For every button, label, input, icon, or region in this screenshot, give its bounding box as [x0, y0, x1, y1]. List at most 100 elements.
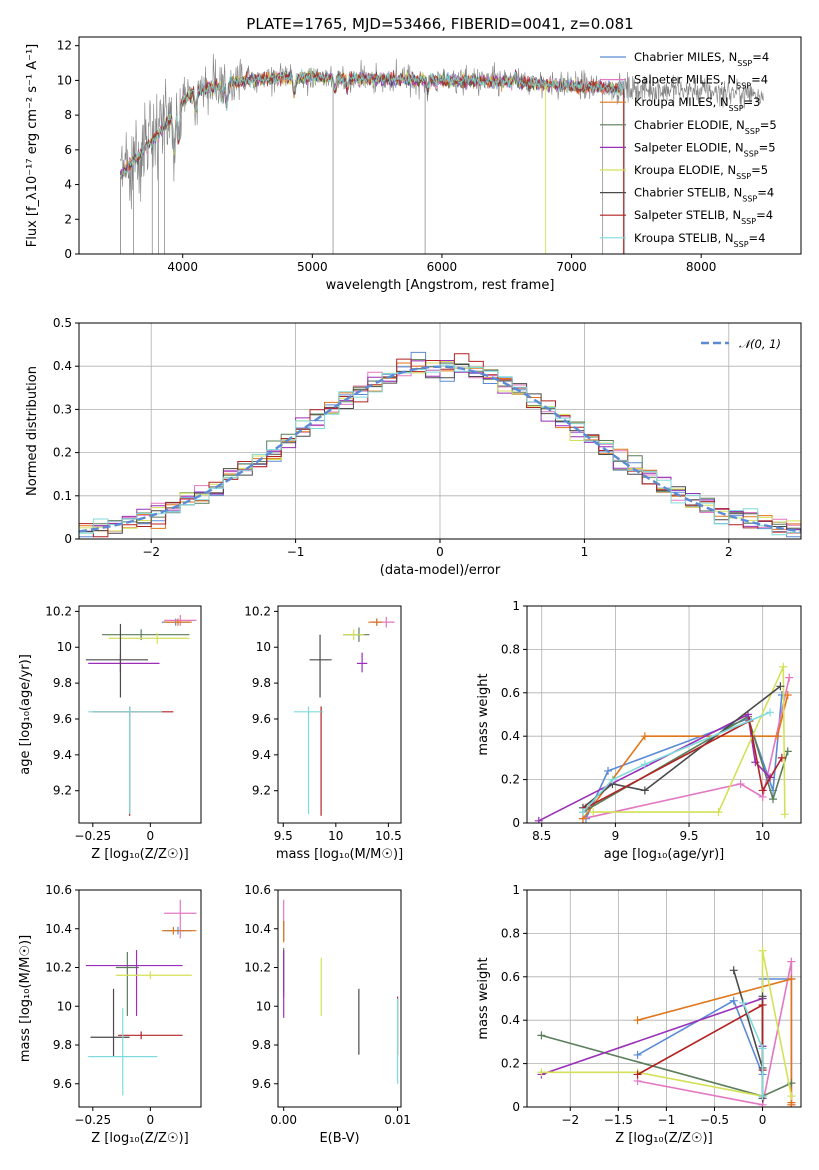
plot-area: [534, 662, 794, 823]
model-line-kroupa-stelib: [120, 68, 624, 179]
y-tick-label: 9.2: [53, 784, 72, 798]
axes-frame: [277, 889, 402, 1108]
x-axis-label: mass [log₁₀(M/M☉)]: [276, 847, 403, 862]
y-axis-label: age [log₁₀(age/yr)]: [18, 654, 33, 775]
plot-area: [537, 946, 796, 1107]
y-tick-label: 10.2: [45, 604, 72, 618]
x-tick-label: 10: [755, 829, 770, 843]
panel-mass_weight_vs_age: 8.5 9 9.5 10 0 0.2 0.4 0.6 0.8 1 age [log₁₀(age/yr…: [476, 599, 802, 862]
panel-spectrum: 4000 5000 6000 7000 8000 0 2 4 6 8 10 12 wavelength …: [25, 36, 802, 293]
mass-weight-marker: [633, 1070, 642, 1079]
figure-title: PLATE=1765, MJD=53466, FIBERID=0041, z=0…: [246, 15, 633, 33]
mass-weight-marker: [729, 966, 738, 975]
panel-age_vs_mass: 9.5 10 10.5 9.2 9.4 9.6 9.8 10 10.2 mass [log₁₀(M…: [244, 604, 403, 862]
mass-weight-marker: [534, 816, 543, 823]
axes-frame: [78, 36, 802, 255]
x-axis-label: age [log₁₀(age/yr)]: [604, 847, 725, 862]
mass-weight-line: [585, 719, 783, 809]
mass-weight-marker: [758, 1044, 767, 1053]
x-tick-label: 6000: [427, 260, 458, 274]
y-axis-label: mass weight: [476, 957, 491, 1039]
y-tick-label: 10.4: [244, 922, 271, 936]
y-tick-label: 9.6: [53, 712, 72, 726]
x-tick-label: 10: [328, 829, 343, 843]
y-tick-label: 6: [64, 143, 72, 157]
y-tick-label: 0.5: [53, 316, 72, 330]
y-tick-label: 0.2: [501, 1057, 520, 1071]
x-tick-label: 0.00: [270, 1113, 297, 1127]
y-tick-label: 0.4: [501, 1013, 520, 1027]
plot-area: [293, 616, 395, 816]
x-tick-label: −2: [142, 545, 160, 559]
mass-weight-marker: [779, 662, 788, 671]
y-tick-label: 10.2: [45, 961, 72, 975]
panel-residuals: −2 −1 0 1 2 0 0.1 0.2 0.3 0.4 0.5 (data-model)/erro…: [25, 316, 802, 578]
plot-area: [85, 899, 197, 1096]
x-tick-label: −2: [561, 1113, 579, 1127]
x-tick-label: 0: [147, 829, 155, 843]
mass-weight-marker: [773, 732, 782, 741]
y-tick-label: 9.8: [53, 1038, 72, 1052]
x-tick-label: 9.5: [274, 829, 293, 843]
mass-weight-marker: [640, 732, 649, 741]
mass-weight-marker: [787, 1100, 796, 1107]
y-tick-label: 0.8: [501, 926, 520, 940]
x-tick-label: 1: [581, 545, 589, 559]
y-tick-label: 10.2: [244, 961, 271, 975]
mass-weight-marker: [640, 786, 649, 795]
mass-weight-marker: [640, 760, 649, 769]
y-tick-label: 0.2: [501, 773, 520, 787]
x-axis-label: Z [log₁₀(Z/Z☉)]: [91, 847, 188, 862]
x-axis-label: Z [log₁₀(Z/Z☉)]: [615, 1131, 712, 1146]
axes-frame: [78, 605, 202, 824]
mass-weight-marker: [769, 795, 778, 804]
y-axis-label: Flux [f_λ10⁻¹⁷ erg cm⁻² s⁻¹ A⁻¹]: [25, 44, 40, 248]
y-tick-label: 10: [57, 640, 72, 654]
axes-frame: [526, 605, 802, 824]
y-axis-label: Normed distribution: [25, 366, 40, 496]
y-tick-label: 12: [57, 39, 72, 53]
plot-area: [120, 53, 764, 254]
legend: Chabrier MILES, NSSP=4 Salpeter MILES, NS…: [600, 50, 777, 248]
mass-weight-marker: [589, 808, 598, 817]
mass-weight-marker: [783, 690, 792, 699]
axes-frame: [78, 889, 202, 1108]
y-tick-label: 10: [256, 640, 271, 654]
y-tick-label: 10: [256, 999, 271, 1013]
y-tick-label: 0: [64, 247, 72, 261]
mass-weight-marker: [633, 1050, 642, 1059]
y-tick-label: 10.6: [45, 883, 72, 897]
histogram-chabrier-stelib: [79, 364, 801, 534]
mass-weight-marker: [714, 808, 723, 817]
x-tick-label: 10.5: [375, 829, 402, 843]
mass-weight-marker: [608, 775, 617, 784]
panel-age_vs_Z: −0.25 0 9.2 9.4 9.6 9.8 10 10.2 Z [log₁₀(Z/Z☉)] a…: [18, 604, 202, 862]
panel-mass_weight_vs_Z: −2 −1.5 −1 −0.5 0 0 0.2 0.4 0.6 0.8 1 Z [log₁₀(Z/Z☉…: [476, 883, 802, 1146]
y-tick-label: 9.6: [252, 712, 271, 726]
x-tick-label: 9: [612, 829, 620, 843]
mass-weight-marker: [758, 786, 767, 795]
y-tick-label: 1: [512, 883, 520, 897]
legend-entry: Kroupa ELODIE, NSSP=5: [634, 163, 768, 181]
y-tick-label: 0: [512, 1100, 520, 1114]
y-tick-label: 8: [64, 108, 72, 122]
plot-area: [283, 899, 399, 1084]
mass-weight-marker: [633, 1016, 642, 1025]
mass-weight-marker: [604, 766, 613, 775]
y-axis-label: mass weight: [476, 673, 491, 755]
y-tick-label: 0.1: [53, 489, 72, 503]
y-tick-label: 0.3: [53, 402, 72, 416]
x-tick-label: 8.5: [532, 829, 551, 843]
x-tick-label: 9.5: [679, 829, 698, 843]
x-tick-label: −1.5: [604, 1113, 633, 1127]
legend-entry: Salpeter STELIB, NSSP=4: [634, 208, 773, 226]
normal-curve: [79, 365, 801, 533]
legend-entry: Salpeter MILES, NSSP=4: [634, 73, 768, 91]
y-tick-label: 0.2: [53, 446, 72, 460]
x-tick-label: 7000: [556, 260, 587, 274]
panel-mass_vs_ebv: 0.00 0.01 9.6 9.8 10 10.2 10.4 10.6 E(B-V): [244, 883, 411, 1146]
mass-weight-line: [732, 970, 764, 1099]
x-tick-label: 5000: [297, 260, 328, 274]
mass-weight-line: [541, 997, 764, 1076]
